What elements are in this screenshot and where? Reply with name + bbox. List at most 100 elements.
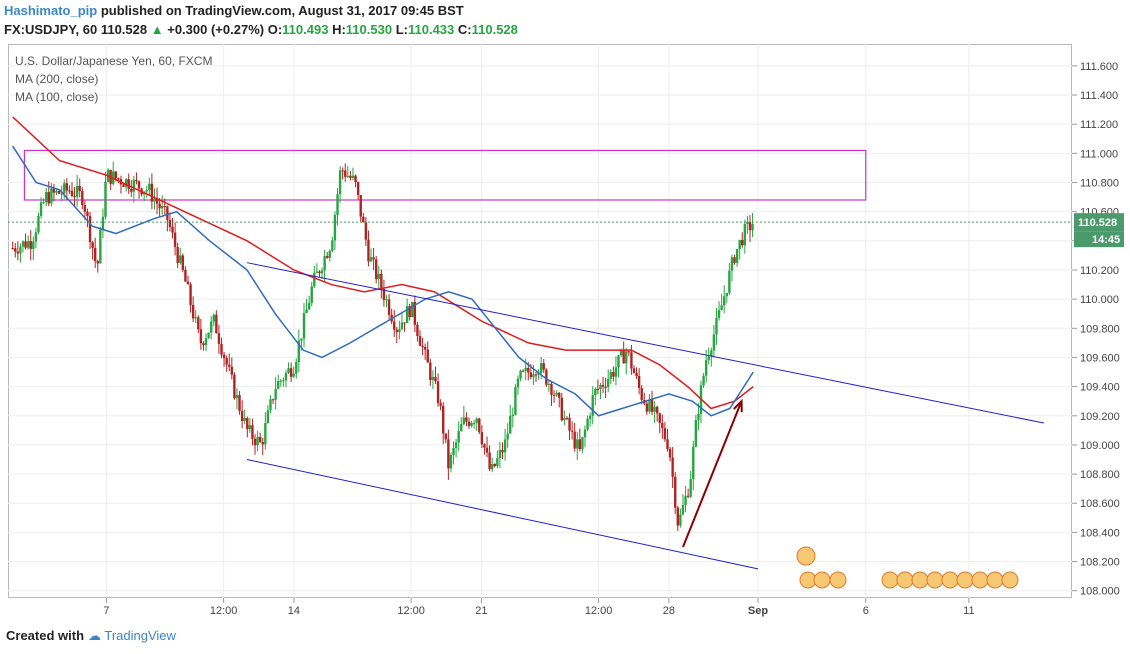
candle-body bbox=[372, 257, 375, 260]
candle-body bbox=[686, 495, 690, 497]
candle-body bbox=[194, 317, 197, 319]
candle-body bbox=[307, 302, 311, 310]
countdown-tag bbox=[1074, 231, 1124, 248]
y-tick-label: 108.400 bbox=[1080, 527, 1120, 539]
candle-body bbox=[707, 356, 710, 361]
candle-body bbox=[86, 211, 89, 217]
candle-body bbox=[429, 362, 432, 380]
candle-body bbox=[287, 368, 290, 373]
candle-body bbox=[318, 271, 321, 274]
candle-body bbox=[408, 306, 411, 318]
candle-body bbox=[155, 198, 159, 204]
candle-body bbox=[212, 314, 215, 322]
y-tick-label: 110.000 bbox=[1080, 294, 1119, 306]
candle-body bbox=[387, 299, 391, 315]
candle-body bbox=[606, 378, 610, 388]
author-link[interactable]: Hashimato_pip bbox=[4, 3, 98, 18]
x-tick-label: 6 bbox=[863, 605, 869, 617]
candle-body bbox=[32, 241, 35, 249]
candle-body bbox=[637, 376, 641, 389]
ma100-label: MA (100, close) bbox=[15, 90, 99, 104]
tradingview-logo[interactable]: ☁ TradingView bbox=[88, 628, 176, 644]
candle-body bbox=[253, 438, 257, 446]
candle-body bbox=[150, 183, 154, 202]
candle-body bbox=[470, 422, 473, 426]
candle-body bbox=[447, 439, 450, 469]
candle-body bbox=[503, 439, 507, 453]
candle-body bbox=[217, 333, 221, 344]
candle-body bbox=[344, 170, 347, 177]
candle-body bbox=[694, 420, 698, 447]
candle-body bbox=[596, 388, 600, 390]
candle-body bbox=[158, 203, 161, 209]
candle-body bbox=[748, 222, 752, 231]
candle-body bbox=[442, 405, 445, 434]
candle-body bbox=[256, 437, 259, 446]
candle-body bbox=[313, 272, 316, 287]
bullish-arrow bbox=[682, 398, 743, 548]
candle-body bbox=[225, 358, 228, 365]
candle-body bbox=[104, 181, 107, 217]
candle-body bbox=[702, 375, 705, 386]
candle-body bbox=[380, 273, 383, 290]
candle-body bbox=[173, 232, 177, 247]
candle-body bbox=[328, 250, 331, 258]
candle-body bbox=[26, 241, 30, 248]
candle-body bbox=[679, 514, 682, 526]
candle-body bbox=[717, 310, 721, 318]
candle-body bbox=[323, 256, 326, 271]
open-label: O: bbox=[267, 22, 283, 37]
candle-body bbox=[570, 430, 574, 432]
candle-body bbox=[246, 417, 249, 430]
candle-body bbox=[289, 368, 293, 377]
candle-body bbox=[297, 340, 301, 362]
candle-body bbox=[47, 192, 50, 204]
candle-body bbox=[124, 179, 128, 187]
candle-body bbox=[578, 439, 582, 450]
candle-body bbox=[269, 399, 272, 411]
candle-body bbox=[261, 442, 264, 445]
x-tick-label: 12:00 bbox=[585, 605, 613, 617]
candle-body bbox=[723, 296, 726, 306]
last-price-tag bbox=[1074, 213, 1124, 232]
candle-body bbox=[320, 270, 324, 274]
x-tick-label: 11 bbox=[963, 605, 974, 617]
axes: 111.600111.400111.200111.000110.800110.6… bbox=[8, 61, 1124, 617]
candle-body bbox=[166, 206, 169, 220]
candle-body bbox=[63, 183, 66, 194]
candle-body bbox=[57, 190, 61, 194]
candle-body bbox=[184, 269, 187, 282]
candle-body bbox=[715, 317, 718, 335]
candle-body bbox=[60, 193, 63, 195]
arrow-head bbox=[733, 398, 743, 413]
economic-events bbox=[796, 546, 1019, 589]
candle-body bbox=[349, 175, 352, 178]
x-tick-label: 14 bbox=[288, 605, 300, 617]
candle-body bbox=[612, 372, 615, 377]
candle-body bbox=[671, 457, 674, 477]
candle-body bbox=[135, 179, 138, 182]
candle-body bbox=[215, 314, 218, 334]
candle-body bbox=[576, 439, 579, 449]
y-tick-label: 111.200 bbox=[1080, 119, 1118, 131]
y-tick-label: 109.600 bbox=[1080, 352, 1120, 364]
candle-body bbox=[632, 368, 636, 373]
candle-body bbox=[704, 360, 708, 376]
candle-body bbox=[483, 444, 486, 448]
candle-body bbox=[101, 216, 105, 230]
grid bbox=[8, 44, 1072, 598]
event-flag-icon bbox=[911, 571, 929, 589]
candle-body bbox=[176, 246, 179, 263]
x-tick-label: Sep bbox=[748, 605, 768, 617]
candle-body bbox=[493, 463, 496, 467]
candle-body bbox=[284, 372, 288, 381]
candle-body bbox=[88, 216, 92, 243]
candle-body bbox=[558, 392, 561, 398]
candle-body bbox=[220, 343, 223, 355]
candle-body bbox=[423, 346, 427, 350]
candle-body bbox=[91, 242, 94, 248]
candle-body bbox=[617, 355, 620, 368]
candle-body bbox=[222, 354, 226, 359]
price-chart[interactable]: 111.600111.400111.200111.000110.800110.6… bbox=[0, 0, 1130, 620]
chart-pane[interactable] bbox=[8, 44, 1072, 598]
